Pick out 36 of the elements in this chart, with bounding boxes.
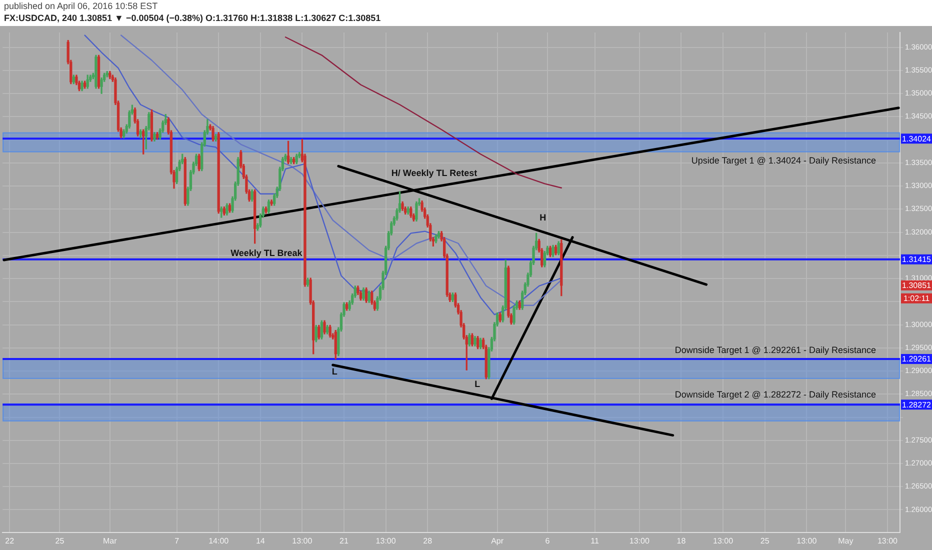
x-tick-label: 22 (5, 536, 15, 546)
x-tick-label: May (838, 536, 854, 546)
chart-subtitle: published on April 06, 2016 10:58 EST (4, 0, 159, 12)
annotation: H/ Weekly TL Retest (391, 168, 478, 178)
x-tick-label: 13:00 (376, 536, 396, 546)
x-tick-label: 13:00 (877, 536, 898, 546)
x-tick-label: 13:00 (292, 536, 313, 546)
annotation: L (474, 378, 481, 389)
x-tick-label: 13:00 (713, 536, 734, 546)
band-label: Downside Target 2 @ 1.282272 - Daily Resistance (674, 389, 876, 400)
annotation: H (540, 212, 546, 222)
ref-line-label: 1.28272 (902, 400, 932, 410)
x-tick-label: 7 (174, 536, 180, 546)
annotation: Weekly TL Break (230, 248, 304, 258)
annotation: L (332, 366, 338, 376)
x-tick-label: 13:00 (629, 536, 650, 546)
x-tick-label: 14:00 (208, 536, 230, 546)
x-tick-label: 14 (256, 536, 266, 546)
ref-line-label: 1.34024 (902, 134, 932, 144)
x-tick-label: 21 (340, 536, 349, 546)
annotation: 1:02:11 (903, 294, 930, 304)
x-tick-label: 13:00 (796, 536, 818, 546)
x-tick-label: 25 (55, 536, 65, 546)
ref-line-label: 1.29261 (902, 354, 932, 364)
x-tick-label: 11 (590, 536, 600, 546)
chart-title: FX:USDCAD, 240 1.30851 ▼ −0.00504 (−0.38%) O:1.31760 H:1.31838 L:1.30627 C:1.30851 (4, 12, 382, 24)
band-label: Downside Target 1 @ 1.292261 - Daily Resistance (674, 344, 876, 355)
x-tick-label: 25 (760, 536, 770, 546)
ref-line-label: 1.31415 (902, 255, 932, 264)
x-tick-label: 6 (545, 536, 550, 546)
x-tick-label: Mar (103, 536, 118, 546)
band-label: Upside Target 1 @ 1.34024 - Daily Resistance (691, 155, 876, 166)
x-tick-label: 18 (676, 536, 686, 546)
annotation: 1.30851 (902, 281, 932, 290)
x-tick-label: 28 (423, 536, 433, 546)
x-tick-label: Apr (491, 536, 504, 546)
